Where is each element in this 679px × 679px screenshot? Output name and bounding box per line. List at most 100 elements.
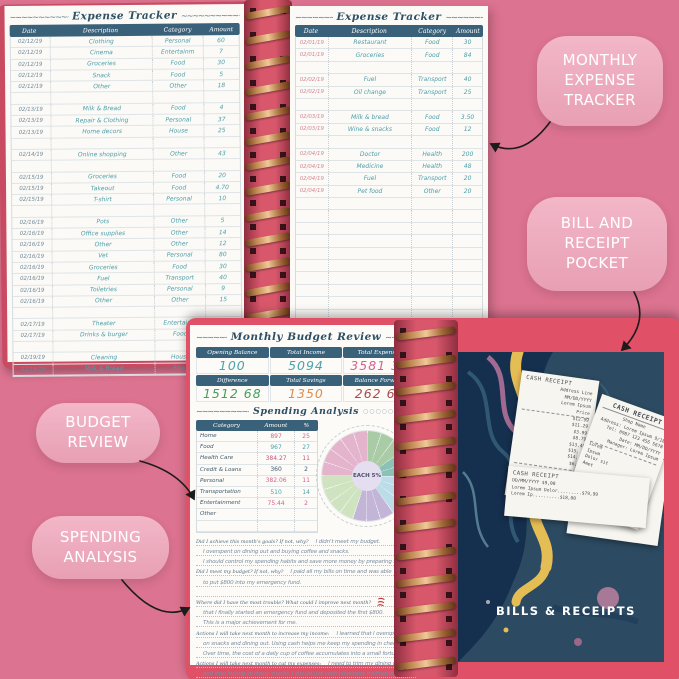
cell-description bbox=[327, 235, 412, 247]
cell-category bbox=[154, 306, 205, 318]
cell-category bbox=[153, 204, 204, 216]
cell-amount bbox=[257, 509, 294, 520]
wave-decoration bbox=[10, 12, 69, 22]
note-line: Where did I have the most trouble? What … bbox=[196, 597, 416, 607]
col-amount: Amount bbox=[264, 422, 288, 429]
note-line bbox=[196, 587, 416, 597]
wave-decoration bbox=[196, 333, 227, 342]
cell-date: 02/01/19 bbox=[299, 39, 324, 46]
cell-amount: 30 bbox=[452, 37, 482, 49]
cell-amount bbox=[204, 306, 242, 317]
printed-prompt: Did I meet my budget? If not, why? bbox=[196, 569, 284, 576]
table-row: Credit & Loans 360 2 bbox=[197, 464, 317, 476]
cell-amount: 4 bbox=[202, 102, 240, 114]
cell-description: Pet food bbox=[327, 185, 412, 198]
cell-category: Health Care bbox=[200, 455, 234, 462]
cell-category bbox=[411, 98, 452, 111]
page-title: Expense Tracker bbox=[72, 9, 178, 23]
note-line: Over time, the cost of a daily cup of co… bbox=[196, 648, 416, 658]
budget-review-page: Monthly Budget Review Opening Balance 10… bbox=[190, 325, 422, 679]
cell-description: Home decors bbox=[50, 126, 153, 138]
cell-percent bbox=[294, 520, 317, 531]
printed-prompt: Actions I will take next month to increa… bbox=[196, 630, 330, 637]
handwritten-answer: to put $800 into my emergency fund. bbox=[203, 579, 302, 586]
cell-category: Other bbox=[411, 185, 452, 198]
cell-category: Other bbox=[152, 80, 203, 92]
cell-date bbox=[296, 285, 328, 296]
cell-category: Personal bbox=[154, 283, 205, 295]
cell-category: Transportation bbox=[200, 489, 241, 496]
badge-label: SPENDING ANALYSIS bbox=[59, 527, 142, 566]
table-row: Other bbox=[197, 509, 317, 521]
cell-date: 02/12/19 bbox=[18, 84, 43, 91]
cell-amount: 30 bbox=[202, 57, 239, 69]
cell-description bbox=[50, 160, 154, 172]
cell-category: Food bbox=[153, 170, 204, 182]
badge-budget-review: BUDGET REVIEW bbox=[36, 403, 160, 463]
cell-date: 02/01/19 bbox=[299, 52, 324, 59]
spiral-binding bbox=[244, 0, 292, 378]
cell-percent: 14 bbox=[294, 486, 317, 498]
cell-category: Personal bbox=[153, 193, 204, 205]
printed-prompt: Actions I will take next month to cut my… bbox=[196, 661, 322, 668]
cell-date: 02/13/19 bbox=[18, 117, 43, 125]
cell-category: Health bbox=[411, 148, 452, 160]
cell-category: Food bbox=[411, 37, 452, 49]
table-row bbox=[296, 235, 482, 248]
cell-category: Home bbox=[200, 433, 217, 440]
spending-table: Category Amount % Home 897 25 bbox=[196, 420, 318, 533]
cell-description: Fuel bbox=[327, 173, 412, 185]
cell-category: Food bbox=[153, 182, 204, 193]
cell-amount bbox=[452, 198, 482, 210]
cell-description: Groceries bbox=[49, 58, 153, 70]
cell-description: Restaurant bbox=[327, 37, 412, 49]
cell-amount: 84 bbox=[452, 49, 482, 61]
bottom-notebook: Monthly Budget Review Opening Balance 10… bbox=[186, 318, 679, 679]
cell-category: Personal bbox=[200, 477, 224, 484]
table-row: Entertainment 75.44 2 bbox=[197, 498, 317, 510]
cell-description: Oil change bbox=[327, 86, 412, 98]
note-line: Actions I will take next month to increa… bbox=[196, 627, 416, 638]
budget-cell-label: Balance Forward bbox=[343, 375, 416, 386]
cell-amount: 20 bbox=[203, 170, 240, 182]
note-line: I overspent on dining out and buying cof… bbox=[196, 546, 416, 557]
spiral-coils bbox=[394, 320, 458, 677]
table-row: Health Care 384.27 11 bbox=[197, 453, 317, 465]
note-line: that I finally started an emergency fund… bbox=[196, 607, 416, 618]
cell-date bbox=[11, 93, 50, 104]
cell-description bbox=[327, 272, 412, 284]
cell-category bbox=[411, 136, 452, 148]
cell-category: Transport bbox=[154, 272, 205, 284]
arrow-monthly-expense-tracker bbox=[489, 121, 551, 153]
table-row: Personal 382.06 11 bbox=[197, 475, 317, 487]
cell-category: Entertainment bbox=[200, 500, 241, 507]
cell-amount: 967 bbox=[257, 442, 294, 453]
cell-description bbox=[327, 260, 412, 272]
cell-amount bbox=[452, 235, 482, 247]
budget-cell: Total Savings 1350 bbox=[269, 375, 343, 402]
handwritten-answer: I paid all my bills on time and was able bbox=[290, 569, 392, 576]
table-row: 02/03/19 Wine & snacks Food 12 bbox=[296, 123, 482, 137]
cell-amount bbox=[452, 297, 482, 309]
cell-category: Food bbox=[411, 49, 452, 61]
bills-receipts-pocket-page: CASH RECEIPT Address Line MM/DD/YYYY Lorem… bbox=[458, 352, 664, 662]
spiral-binding bbox=[394, 320, 458, 677]
cell-amount bbox=[452, 247, 482, 259]
wave-decoration bbox=[181, 11, 240, 21]
col-description: Description bbox=[351, 27, 387, 35]
cell-date: 02/16/19 bbox=[20, 276, 45, 283]
printed-prompt: Did I achieve this month's goals? If not… bbox=[196, 538, 309, 545]
cell-amount: 510 bbox=[257, 486, 294, 498]
cell-date: 02/12/19 bbox=[18, 50, 43, 57]
table-row bbox=[296, 272, 482, 285]
cell-amount: 18 bbox=[202, 80, 240, 91]
table-row: 02/02/19 Oil change Transport 25 bbox=[296, 86, 482, 99]
cell-date: 02/19/19 bbox=[20, 366, 46, 373]
cell-percent: 27 bbox=[294, 442, 317, 453]
cell-date: 02/17/19 bbox=[20, 321, 45, 328]
cell-date bbox=[296, 99, 328, 110]
table-row: 02/04/19 Medicine Health 48 bbox=[296, 160, 482, 174]
cell-amount: 20 bbox=[452, 173, 482, 185]
cell-percent bbox=[294, 509, 317, 520]
note-line: This is a major achievement for me. bbox=[196, 617, 416, 628]
